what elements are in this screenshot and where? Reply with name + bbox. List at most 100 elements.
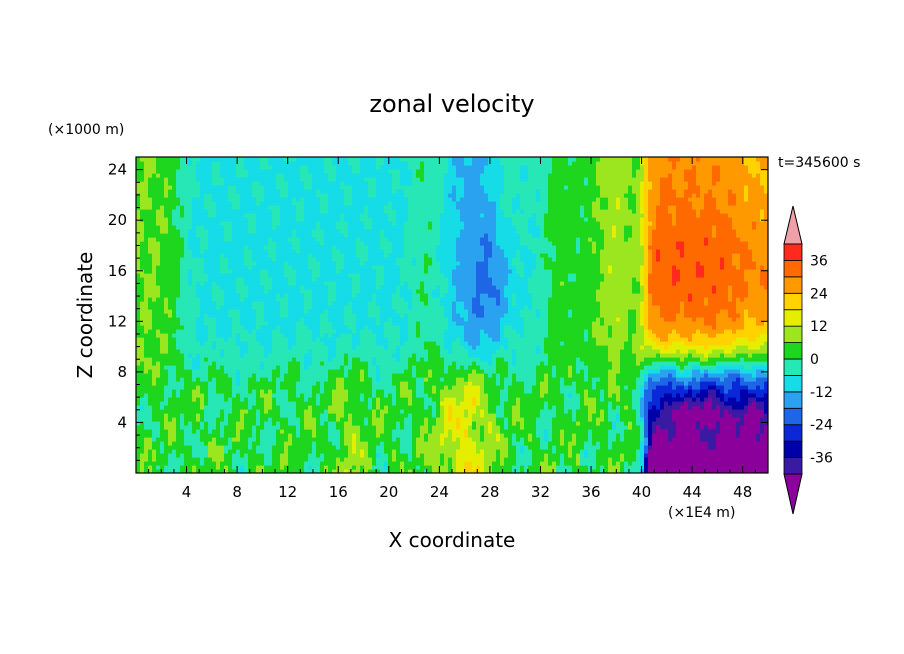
- heatmap-cell: [288, 433, 293, 438]
- heatmap-cell: [256, 297, 261, 302]
- heatmap-cell: [156, 161, 161, 166]
- heatmap-cell: [292, 405, 297, 410]
- heatmap-cell: [360, 185, 365, 190]
- heatmap-cell: [160, 425, 165, 430]
- heatmap-cell: [380, 221, 385, 226]
- heatmap-cell: [248, 449, 253, 454]
- heatmap-cell: [360, 269, 365, 274]
- heatmap-cell: [260, 205, 265, 210]
- heatmap-cell: [216, 453, 221, 458]
- heatmap-cell: [272, 329, 277, 334]
- heatmap-cell: [220, 213, 225, 218]
- heatmap-cell: [276, 157, 281, 162]
- heatmap-cell: [264, 289, 269, 294]
- heatmap-cell: [184, 457, 189, 462]
- heatmap-cell: [304, 349, 309, 354]
- heatmap-cell: [356, 345, 361, 350]
- heatmap-cell: [324, 205, 329, 210]
- heatmap-cell: [352, 309, 357, 314]
- heatmap-cell: [188, 441, 193, 446]
- heatmap-cell: [276, 469, 281, 473]
- heatmap-cell: [144, 161, 149, 166]
- heatmap-cell: [244, 221, 249, 226]
- heatmap-cell: [212, 281, 217, 286]
- heatmap-cell: [236, 373, 241, 378]
- heatmap-cell: [360, 265, 365, 270]
- heatmap-cell: [376, 409, 381, 414]
- heatmap-cell: [228, 225, 233, 230]
- heatmap-cell: [164, 305, 169, 310]
- heatmap-cell: [236, 321, 241, 326]
- heatmap-cell: [220, 337, 225, 342]
- heatmap-cell: [212, 201, 217, 206]
- heatmap-cell: [272, 197, 277, 202]
- heatmap-cell: [204, 345, 209, 350]
- heatmap-cell: [376, 349, 381, 354]
- heatmap-cell: [272, 169, 277, 174]
- heatmap-cell: [196, 229, 201, 234]
- heatmap-cell: [152, 253, 157, 258]
- heatmap-cell: [216, 273, 221, 278]
- heatmap-cell: [168, 445, 173, 450]
- heatmap-cell: [264, 205, 269, 210]
- heatmap-cell: [200, 269, 205, 274]
- heatmap-cell: [380, 245, 385, 250]
- heatmap-cell: [220, 293, 225, 298]
- heatmap-cell: [256, 425, 261, 430]
- heatmap-cell: [260, 309, 265, 314]
- heatmap-cell: [340, 177, 345, 182]
- heatmap-cell: [316, 209, 321, 214]
- heatmap-cell: [256, 317, 261, 322]
- heatmap-cell: [216, 417, 221, 422]
- heatmap-cell: [232, 293, 237, 298]
- heatmap-cell: [336, 425, 341, 430]
- heatmap-cell: [152, 241, 157, 246]
- heatmap-cell: [196, 241, 201, 246]
- heatmap-cell: [148, 337, 153, 342]
- heatmap-cell: [380, 289, 385, 294]
- heatmap-cell: [140, 197, 145, 202]
- heatmap-cell: [248, 277, 253, 282]
- heatmap-cell: [268, 305, 273, 310]
- heatmap-cell: [360, 381, 365, 386]
- heatmap-cell: [336, 429, 341, 434]
- heatmap-cell: [324, 217, 329, 222]
- heatmap-cell: [252, 225, 257, 230]
- heatmap-cell: [164, 277, 169, 282]
- heatmap-cell: [316, 181, 321, 186]
- heatmap-cell: [140, 449, 145, 454]
- heatmap-cell: [208, 297, 213, 302]
- heatmap-cell: [228, 273, 233, 278]
- heatmap-cell: [356, 333, 361, 338]
- heatmap-cell: [292, 445, 297, 450]
- heatmap-cell: [368, 169, 373, 174]
- heatmap-cell: [140, 277, 145, 282]
- heatmap-cell: [204, 161, 209, 166]
- heatmap-cell: [184, 181, 189, 186]
- heatmap-cell: [256, 365, 261, 370]
- heatmap-cell: [300, 237, 305, 242]
- heatmap-cell: [368, 209, 373, 214]
- heatmap-cell: [252, 373, 257, 378]
- heatmap-cell: [372, 197, 377, 202]
- heatmap-cell: [268, 369, 273, 374]
- heatmap-cell: [316, 429, 321, 434]
- heatmap-cell: [328, 165, 333, 170]
- heatmap-cell: [184, 361, 189, 366]
- heatmap-cell: [232, 405, 237, 410]
- heatmap-cell: [160, 245, 165, 250]
- heatmap-cell: [384, 413, 389, 418]
- heatmap-cell: [192, 341, 197, 346]
- heatmap-cell: [328, 321, 333, 326]
- heatmap-cell: [256, 301, 261, 306]
- heatmap-cell: [144, 173, 149, 178]
- heatmap-cell: [204, 285, 209, 290]
- heatmap-cell: [232, 357, 237, 362]
- heatmap-cell: [260, 381, 265, 386]
- heatmap-cell: [304, 205, 309, 210]
- heatmap-cell: [248, 249, 253, 254]
- heatmap-cell: [152, 225, 157, 230]
- heatmap-cell: [296, 261, 301, 266]
- heatmap-cell: [224, 373, 229, 378]
- heatmap-cell: [304, 445, 309, 450]
